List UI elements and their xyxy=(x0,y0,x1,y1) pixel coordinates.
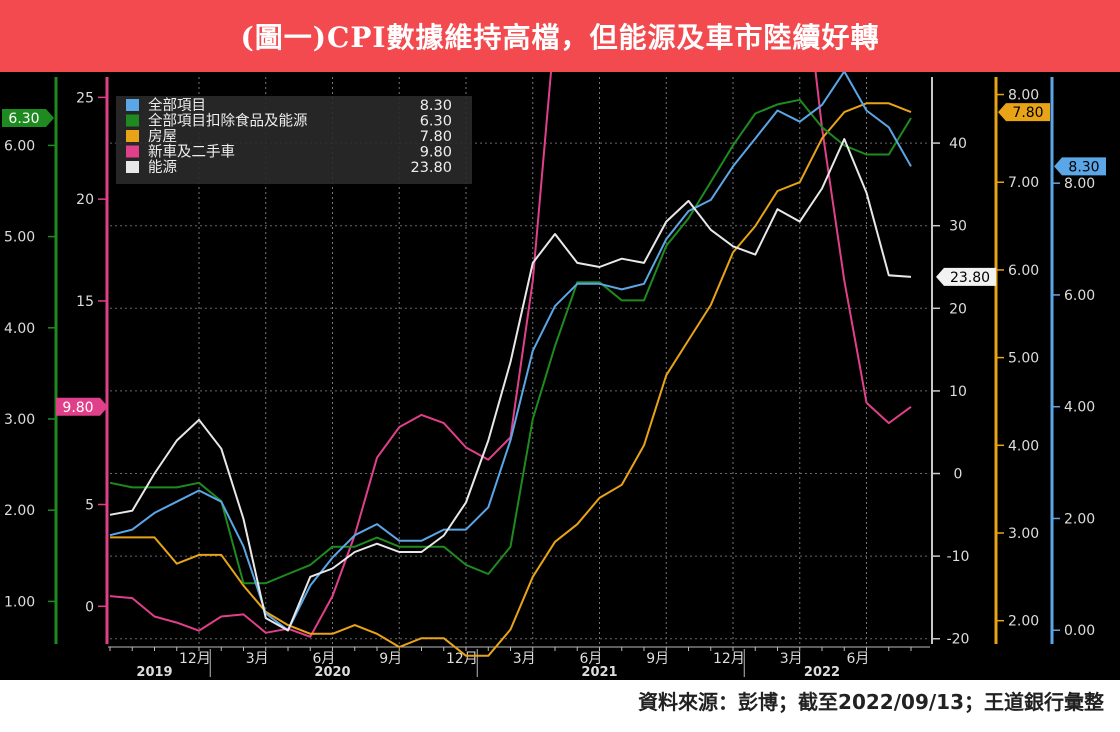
legend-value: 8.30 xyxy=(420,98,452,114)
series-line-all xyxy=(109,72,912,632)
year-label: 2020 xyxy=(314,665,350,680)
legend: 全部項目 8.30 全部項目扣除食品及能源 6.30 房屋 7.80 新車及二手車 9.80 能… xyxy=(116,96,472,184)
badge-all-text: 8.30 xyxy=(1068,159,1099,175)
x-tick-label: 6月 xyxy=(580,651,603,667)
legend-label: 全部項目 xyxy=(148,96,206,114)
x-tick-label: 6月 xyxy=(847,651,870,667)
core-axis-tick-label: 3.00 xyxy=(4,412,35,428)
year-label: 2019 xyxy=(136,665,172,680)
legend-value: 23.80 xyxy=(410,160,452,176)
badge-core: 6.30 xyxy=(2,109,54,128)
title-bar: (圖一)CPI數據維持高檔，但能源及車市陸續好轉 xyxy=(0,0,1120,72)
badge-energy-shape xyxy=(936,267,996,286)
energy-axis-tick-label: -20 xyxy=(947,632,970,648)
badge-energy-text: 23.80 xyxy=(950,270,990,286)
energy-axis-tick-label: 40 xyxy=(949,136,967,152)
core-axis-tick-label: 2.00 xyxy=(4,503,35,519)
energy-axis-tick-label: 20 xyxy=(949,301,967,317)
x-tick-label: 12月 xyxy=(713,651,745,667)
legend-swatch xyxy=(126,145,139,158)
x-tick-label: 9月 xyxy=(379,651,402,667)
badge-housing-text: 7.80 xyxy=(1012,105,1043,121)
all-axis-tick-label: 4.00 xyxy=(1064,400,1095,416)
badge-cars-text: 9.80 xyxy=(62,400,93,416)
cars-axis-tick-label: 5 xyxy=(85,498,94,514)
cars-axis-tick-label: 25 xyxy=(76,90,94,106)
legend-label: 能源 xyxy=(148,159,177,176)
badge-energy: 23.80 xyxy=(936,267,996,286)
legend-value: 6.30 xyxy=(420,114,452,130)
energy-axis-tick-label: 0 xyxy=(954,467,963,483)
source-note: 資料來源：彭博；截至2022/09/13；王道銀行彙整 xyxy=(638,690,1104,714)
housing-axis-tick-label: 8.00 xyxy=(1008,88,1039,104)
chart-area: 1.00 2.00 3.00 4.00 5.00 6.00 0 5 15 20 25 -20 -10 0 1… xyxy=(0,72,1120,680)
core-axis-tick-label: 6.00 xyxy=(4,138,35,154)
all-axis-tick-label: 2.00 xyxy=(1064,511,1095,527)
energy-axis-tick-label: 10 xyxy=(949,384,967,400)
housing-axis-tick-label: 2.00 xyxy=(1008,614,1039,630)
housing-axis-tick-label: 4.00 xyxy=(1008,438,1039,454)
badge-core-shape xyxy=(2,109,54,128)
legend-swatch xyxy=(126,130,139,142)
legend-value: 9.80 xyxy=(420,145,452,161)
x-tick-label: 9月 xyxy=(646,651,669,667)
cars-axis-tick-label: 15 xyxy=(76,294,94,310)
series-line-housing xyxy=(110,102,912,657)
housing-axis-tick-label: 6.00 xyxy=(1008,263,1039,279)
all-axis-tick-label: 8.00 xyxy=(1064,176,1095,192)
cars-axis-tick-label: 20 xyxy=(76,192,94,208)
badge-all-shape xyxy=(1054,157,1106,176)
energy-axis-tick-label: -10 xyxy=(947,549,970,565)
series-line-energy xyxy=(109,138,912,632)
chart-title: (圖一)CPI數據維持高檔，但能源及車市陸續好轉 xyxy=(240,21,880,54)
cars-axis-tick-label: 0 xyxy=(85,599,94,615)
core-axis-tick-label: 5.00 xyxy=(4,230,35,246)
all-axis-tick-label: 0.00 xyxy=(1064,623,1095,639)
x-tick-label: 3月 xyxy=(780,651,803,667)
legend-label: 新車及二手車 xyxy=(148,144,235,161)
x-tick-label: 6月 xyxy=(313,651,336,667)
legend-swatch xyxy=(126,114,139,127)
legend-value: 7.80 xyxy=(420,129,452,145)
legend-label: 房屋 xyxy=(148,128,177,145)
core-axis-tick-label: 4.00 xyxy=(4,321,35,337)
housing-axis-tick-label: 3.00 xyxy=(1008,526,1039,542)
energy-axis-tick-label: 30 xyxy=(949,219,967,235)
housing-axis-tick-label: 7.00 xyxy=(1008,175,1039,191)
badge-core-text: 6.30 xyxy=(8,111,39,127)
all-axis-tick-label: 6.00 xyxy=(1064,288,1095,304)
legend-box xyxy=(116,96,472,184)
legend-swatch xyxy=(126,161,139,173)
badge-all: 8.30 xyxy=(1054,157,1106,176)
x-tick-label: 3月 xyxy=(246,651,269,667)
legend-swatch xyxy=(126,99,139,111)
badge-housing-shape xyxy=(998,103,1050,122)
legend-label: 全部項目扣除食品及能源 xyxy=(148,112,308,130)
year-label: 2021 xyxy=(581,665,617,680)
series-lines xyxy=(109,72,912,657)
axes: 1.00 2.00 3.00 4.00 5.00 6.00 0 5 15 20 25 -20 -10 0 1… xyxy=(4,77,1095,680)
year-label: 2022 xyxy=(804,665,840,680)
series-line-core xyxy=(109,98,912,585)
badge-housing: 7.80 xyxy=(998,103,1050,122)
core-axis-tick-label: 1.00 xyxy=(4,594,35,610)
x-tick-label: 12月 xyxy=(179,651,211,667)
housing-axis-tick-label: 5.00 xyxy=(1008,351,1039,367)
badge-cars: 9.80 xyxy=(56,397,108,416)
x-tick-label: 3月 xyxy=(513,651,536,667)
badge-cars-shape xyxy=(56,397,108,416)
